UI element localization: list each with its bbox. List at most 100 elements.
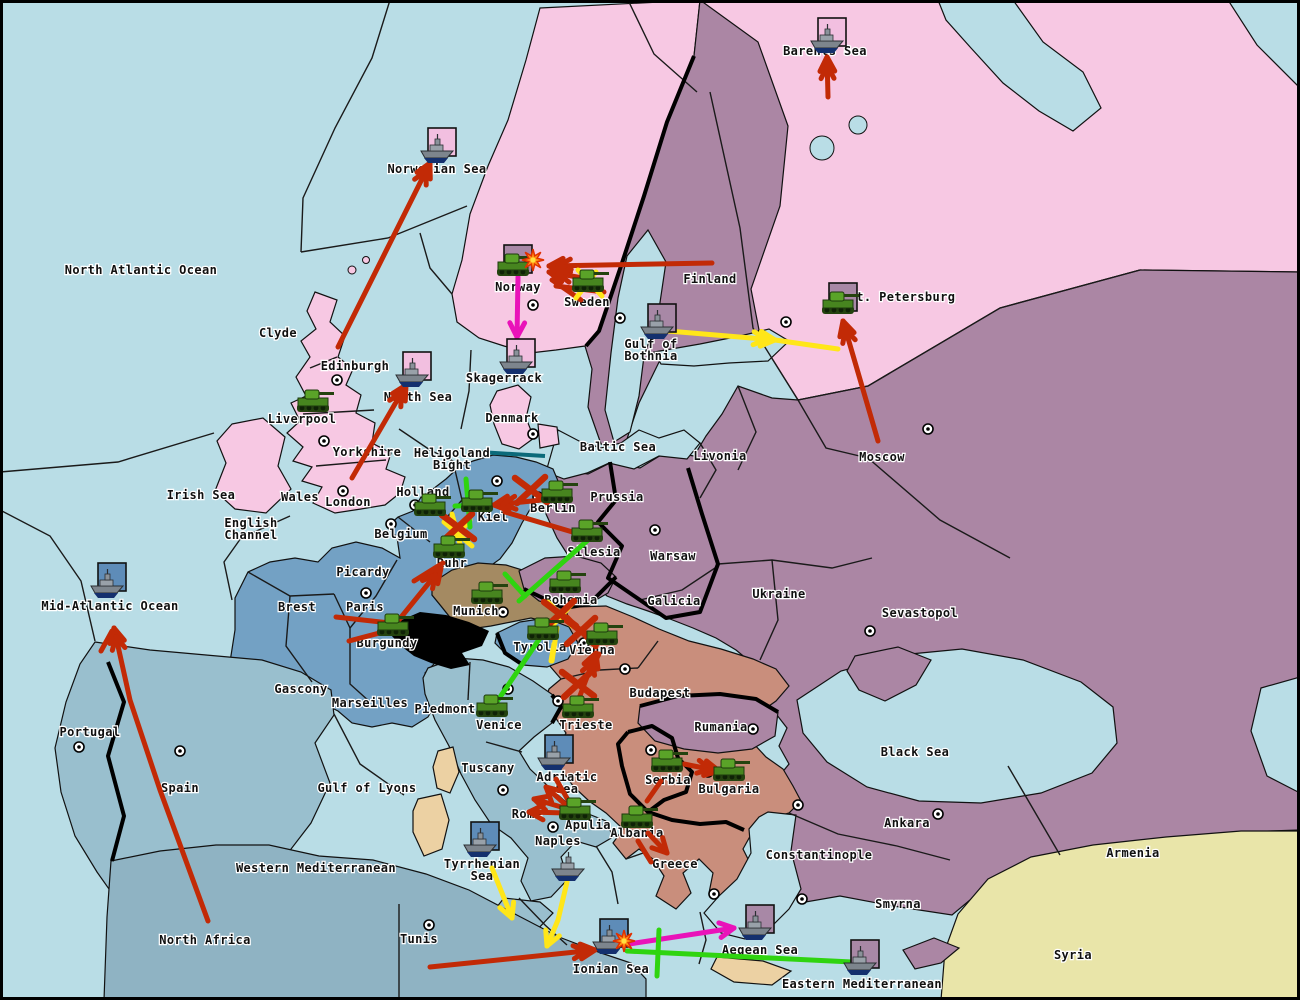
province-label: Bulgaria xyxy=(699,782,760,796)
thick-border-4 xyxy=(616,724,694,814)
province-label: Apulia xyxy=(565,818,611,832)
army-unit-munich[interactable] xyxy=(471,581,508,604)
thin-border-14 xyxy=(315,459,387,467)
supply-center-dot xyxy=(337,485,349,497)
fleet-unit-gulf-of-bothnia[interactable] xyxy=(640,303,677,339)
thin-border-9 xyxy=(333,713,405,796)
fleet-unit-naples-coast[interactable] xyxy=(551,852,586,881)
supply-center-dot xyxy=(73,741,85,753)
province-label: Portugal xyxy=(60,725,121,739)
region-ireland xyxy=(214,417,292,514)
province-label: Gulf of Lyons xyxy=(317,781,416,795)
army-unit-silesia[interactable] xyxy=(571,519,608,542)
province-label: Prussia xyxy=(590,490,643,504)
supply-center-dot xyxy=(174,745,186,757)
thin-border-29 xyxy=(759,559,779,661)
thin-border-21 xyxy=(397,516,431,543)
army-unit-bulgaria[interactable] xyxy=(713,758,750,781)
order-arrow-red-22 xyxy=(543,784,570,809)
order-arrow-red-7 xyxy=(817,54,838,100)
army-unit-serbia[interactable] xyxy=(651,749,688,772)
province-label: Gulf of Bothnia xyxy=(624,337,677,363)
thick-border-7 xyxy=(495,632,525,667)
fleet-unit-aegean-sea[interactable] xyxy=(738,904,775,940)
army-unit-trieste[interactable] xyxy=(562,695,599,718)
province-label: Kiel xyxy=(478,510,509,524)
thin-border-25 xyxy=(737,385,757,471)
army-unit-ruhr[interactable] xyxy=(433,535,470,558)
thin-border-31 xyxy=(709,91,799,401)
supply-center-dot xyxy=(385,518,397,530)
fleet-unit-barents-sea[interactable] xyxy=(810,17,847,53)
region-white-sea xyxy=(937,0,1102,132)
province-label: Naples xyxy=(535,834,581,848)
fleet-unit-norwegian-sea[interactable] xyxy=(420,127,457,163)
province-label: Norwegian Sea xyxy=(387,162,486,176)
army-unit-albania[interactable] xyxy=(621,805,658,828)
province-label: Tuscany xyxy=(461,761,514,775)
province-label: Constantinople xyxy=(766,848,873,862)
fleet-unit-adriatic-sea[interactable] xyxy=(537,734,574,770)
order-arrow-magenta-28 xyxy=(507,274,528,340)
order-arrow-red-18 xyxy=(644,778,664,804)
supply-center-dot xyxy=(527,428,539,440)
thick-border-2 xyxy=(596,461,720,620)
fleet-unit-tyrrhenian-sea[interactable] xyxy=(463,821,500,857)
thin-border-30 xyxy=(639,565,719,601)
region-syria-region xyxy=(940,830,1300,1000)
region-cyprus xyxy=(902,937,961,970)
province-label: Ionian Sea xyxy=(573,962,649,976)
province-label: Budapest xyxy=(630,686,691,700)
small-island-1 xyxy=(362,256,370,264)
fleet-unit-north-sea[interactable] xyxy=(395,351,432,387)
explosion-layer xyxy=(521,248,636,953)
army-unit-holland[interactable] xyxy=(414,493,451,516)
supply-center-dot xyxy=(649,524,661,536)
thin-border-11 xyxy=(595,845,619,905)
lake-0 xyxy=(809,135,835,161)
army-unit-st-petersburg[interactable] xyxy=(822,282,859,314)
supply-center-dot xyxy=(932,808,944,820)
order-arrow-green-47 xyxy=(493,635,543,706)
supply-center-dot xyxy=(796,893,808,905)
province-label: Denmark xyxy=(485,411,539,425)
region-denmark xyxy=(489,384,535,450)
order-arrow-red-19 xyxy=(645,830,670,856)
fleet-unit-skagerrack[interactable] xyxy=(499,338,536,374)
province-label: Heligoland Bight xyxy=(414,446,490,472)
thin-border-4 xyxy=(0,432,215,473)
thin-border-0 xyxy=(300,0,391,253)
army-unit-vienna[interactable] xyxy=(586,622,623,645)
province-label: Smyrna xyxy=(875,897,921,911)
province-label: Black Sea xyxy=(881,745,950,759)
army-unit-liverpool[interactable] xyxy=(297,389,334,412)
thin-border-32 xyxy=(797,269,1141,401)
fleet-unit-mid-atlantic-ocean[interactable] xyxy=(90,562,127,598)
army-unit-tyrolia[interactable] xyxy=(527,617,564,640)
thin-border-37 xyxy=(467,661,471,701)
thick-border-0 xyxy=(584,55,696,348)
thin-border-38 xyxy=(485,741,523,753)
province-label: Edinburgh xyxy=(321,359,390,373)
region-corsica xyxy=(432,746,460,794)
supply-center-dot xyxy=(708,888,720,900)
army-unit-burgundy[interactable] xyxy=(377,613,414,636)
explosion-star xyxy=(521,248,545,272)
supply-center-dot xyxy=(497,784,509,796)
province-label: Baltic Sea xyxy=(580,440,656,454)
army-unit-sweden[interactable] xyxy=(572,269,609,292)
region-crimea xyxy=(846,646,932,702)
army-unit-venice[interactable] xyxy=(476,694,513,717)
province-label: Wales xyxy=(281,490,319,504)
thin-border-24 xyxy=(699,442,717,499)
province-label: Eastern Mediterranean xyxy=(782,977,942,991)
army-unit-bohemia[interactable] xyxy=(549,570,586,593)
army-unit-apulia[interactable] xyxy=(559,797,596,820)
province-label: Irish Sea xyxy=(167,488,236,502)
army-unit-kiel[interactable] xyxy=(461,489,498,512)
army-unit-berlin[interactable] xyxy=(541,480,578,503)
fleet-unit-eastern-mediterranean[interactable] xyxy=(843,939,880,975)
region-france-lowlands xyxy=(229,454,559,728)
